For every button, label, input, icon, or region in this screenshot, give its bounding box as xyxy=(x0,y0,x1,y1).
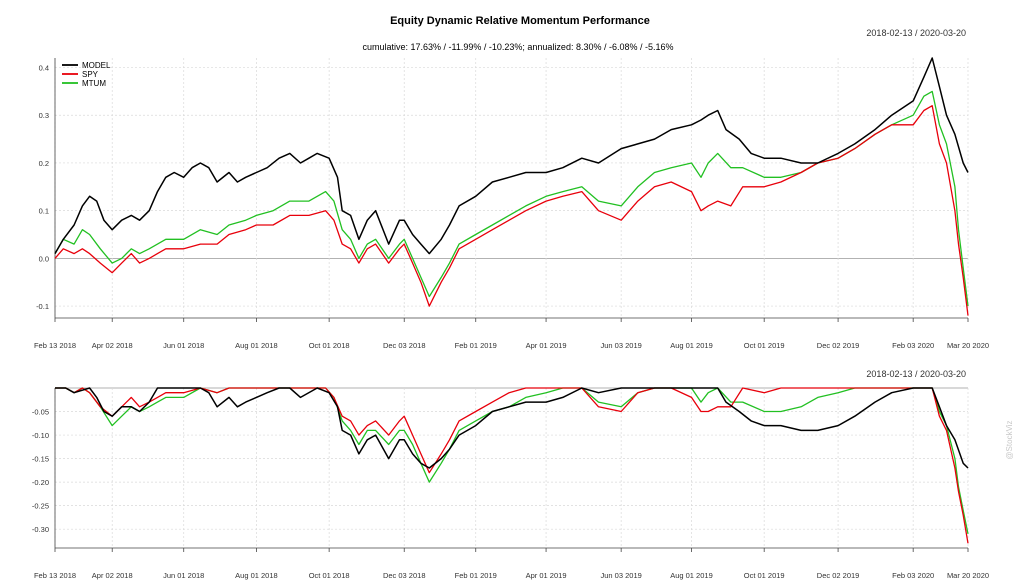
top-date-range: 2018-02-13 / 2020-03-20 xyxy=(866,28,966,38)
x-tick-label: Aug 01 2018 xyxy=(235,341,278,350)
y-tick-label: -0.05 xyxy=(32,408,49,417)
x-tick-label: Jun 03 2019 xyxy=(601,571,642,580)
series-line-spy xyxy=(54,105,969,316)
chart-subtitle: cumulative: 17.63% / -11.99% / -10.23%; … xyxy=(362,42,673,52)
y-tick-label: 0.0 xyxy=(39,254,49,263)
series-line-mtum xyxy=(55,387,969,535)
chart-title: Equity Dynamic Relative Momentum Perform… xyxy=(390,15,650,27)
bottom-date-range: 2018-02-13 / 2020-03-20 xyxy=(866,369,966,379)
y-tick-label: -0.1 xyxy=(36,302,49,311)
x-tick-label: Dec 03 2018 xyxy=(383,571,426,580)
x-tick-label: Mar 20 2020 xyxy=(947,341,989,350)
x-tick-label: Jun 01 2018 xyxy=(163,571,204,580)
x-tick-label: Feb 03 2020 xyxy=(892,571,934,580)
x-tick-label: Mar 20 2020 xyxy=(947,571,989,580)
x-tick-label: Aug 01 2019 xyxy=(670,341,713,350)
y-tick-label: 0.2 xyxy=(39,159,49,168)
y-tick-label: -0.30 xyxy=(32,525,49,534)
y-tick-label: 0.1 xyxy=(39,207,49,216)
y-tick-label: -0.15 xyxy=(32,455,49,464)
x-tick-label: Oct 01 2019 xyxy=(744,571,785,580)
series-line-model xyxy=(55,387,969,469)
x-tick-label: Dec 02 2019 xyxy=(817,571,860,580)
x-tick-label: Feb 01 2019 xyxy=(455,571,497,580)
legend-label-mtum: MTUM xyxy=(82,79,106,88)
x-tick-label: Feb 03 2020 xyxy=(892,341,934,350)
drawdown-panel: -0.30 -0.25 -0.20 -0.15 -0.10 -0.05 Feb 13 201… xyxy=(32,387,989,580)
y-tick-label: -0.25 xyxy=(32,502,49,511)
x-tick-label: Apr 02 2018 xyxy=(92,341,133,350)
x-tick-label: Apr 01 2019 xyxy=(526,341,567,350)
y-tick-label: -0.20 xyxy=(32,478,49,487)
legend-label-model: MODEL xyxy=(82,61,111,70)
x-tick-label: Jun 01 2018 xyxy=(163,341,204,350)
x-tick-label: Apr 01 2019 xyxy=(526,571,567,580)
watermark: @StockViz xyxy=(1005,420,1014,459)
x-tick-label: Oct 01 2018 xyxy=(309,571,350,580)
performance-panel: -0.1 0.0 0.1 0.2 0.3 0.4 Feb 13 2018 Apr 02 201… xyxy=(34,57,989,350)
x-tick-label: Jun 03 2019 xyxy=(601,341,642,350)
x-tick-label: Oct 01 2018 xyxy=(309,341,350,350)
x-tick-label: Aug 01 2018 xyxy=(235,571,278,580)
x-tick-label: Dec 02 2019 xyxy=(817,341,860,350)
series-line-spy xyxy=(55,387,969,544)
y-tick-label: -0.10 xyxy=(32,431,49,440)
y-tick-label: 0.3 xyxy=(39,111,49,120)
series-line-model xyxy=(54,57,969,255)
x-tick-label: Feb 13 2018 xyxy=(34,341,76,350)
x-tick-label: Apr 02 2018 xyxy=(92,571,133,580)
legend-label-spy: SPY xyxy=(82,70,99,79)
x-tick-label: Oct 01 2019 xyxy=(744,341,785,350)
x-tick-label: Feb 13 2018 xyxy=(34,571,76,580)
x-tick-label: Feb 01 2019 xyxy=(455,341,497,350)
series-line-mtum xyxy=(54,90,969,307)
x-tick-label: Aug 01 2019 xyxy=(670,571,713,580)
x-tick-label: Dec 03 2018 xyxy=(383,341,426,350)
y-tick-label: 0.4 xyxy=(39,64,49,73)
